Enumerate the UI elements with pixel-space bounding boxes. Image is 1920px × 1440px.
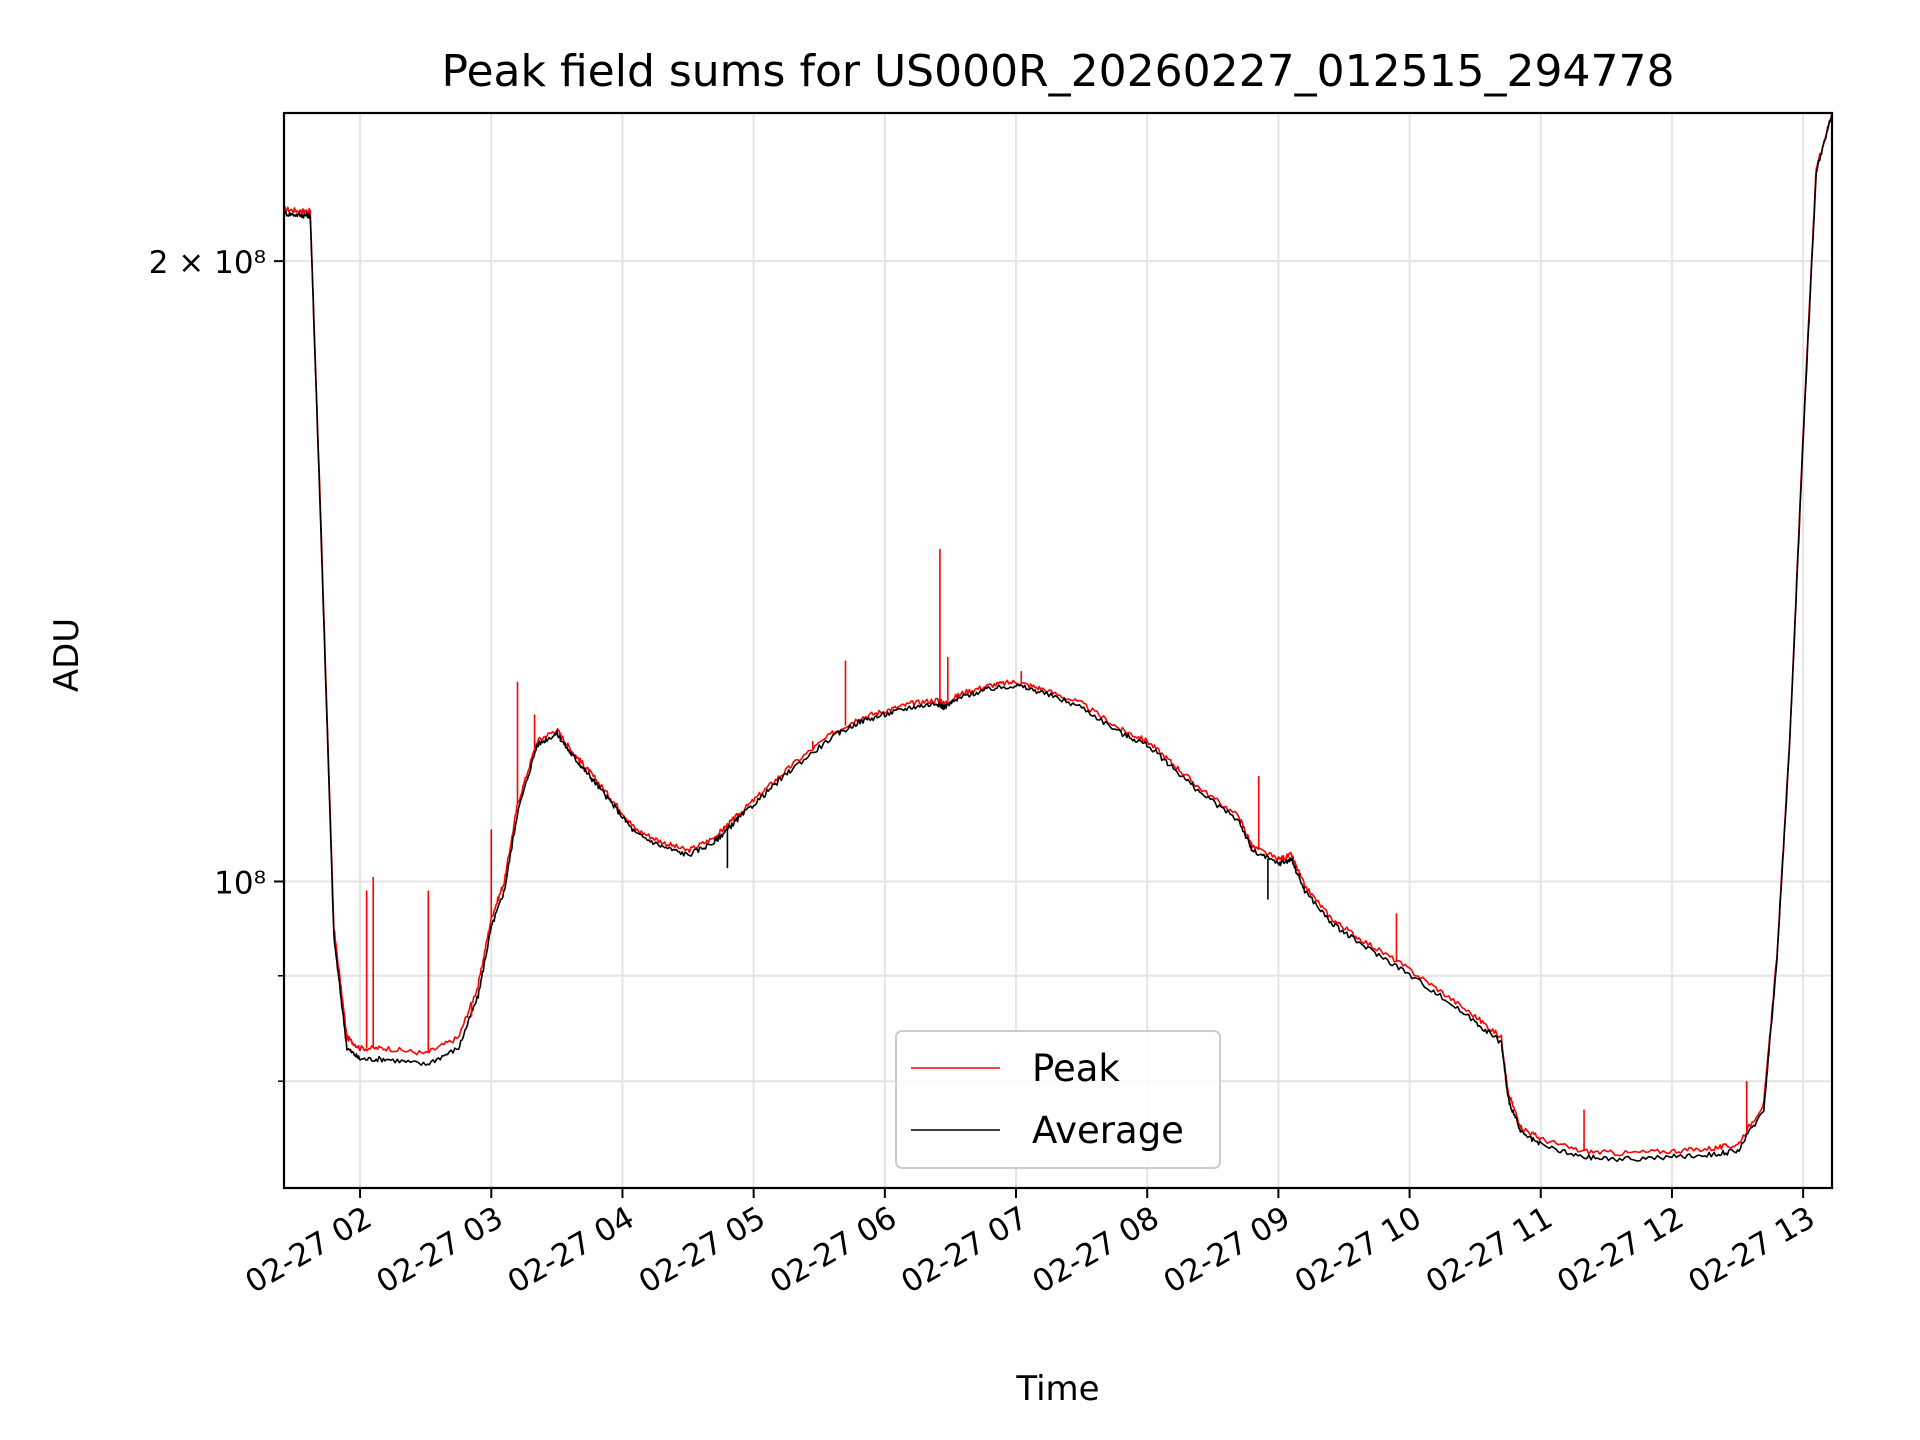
- legend-label-average: Average: [1032, 1109, 1184, 1152]
- axes: [282, 111, 1834, 1190]
- series-line-average: [283, 112, 1833, 1163]
- y-tick-label: 10⁸: [214, 865, 266, 901]
- plot-frame: [282, 111, 1834, 1190]
- legend-frame: [895, 1030, 1221, 1169]
- series-lines: [283, 112, 1833, 1163]
- y-tick-label: 2 × 10⁸: [149, 245, 266, 281]
- legend-label-peak: Peak: [1032, 1047, 1120, 1090]
- y-axis-label: ADU: [47, 618, 87, 692]
- x-axis-label: Time: [1015, 1369, 1099, 1409]
- legend: Peak Average: [895, 1030, 1221, 1169]
- series-line-peak: [283, 112, 1833, 1157]
- chart-title: Peak field sums for US000R_20260227_0125…: [441, 46, 1674, 97]
